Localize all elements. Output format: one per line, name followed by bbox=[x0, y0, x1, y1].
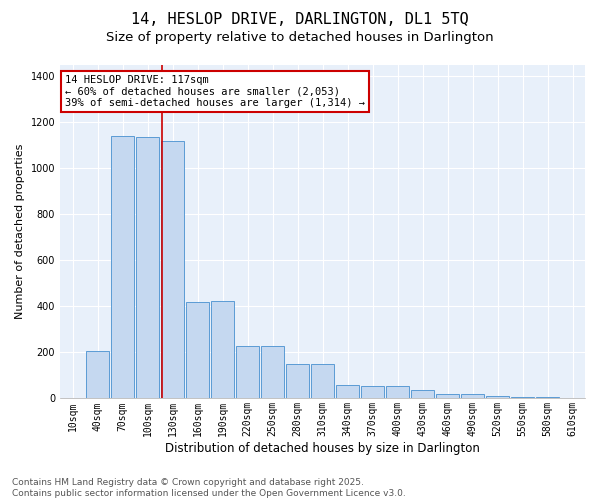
Bar bbox=[361, 386, 384, 398]
Bar bbox=[486, 396, 509, 398]
Bar bbox=[261, 346, 284, 399]
Bar bbox=[86, 352, 109, 399]
Bar bbox=[111, 136, 134, 398]
Bar bbox=[161, 141, 184, 399]
Text: 14 HESLOP DRIVE: 117sqm
← 60% of detached houses are smaller (2,053)
39% of semi: 14 HESLOP DRIVE: 117sqm ← 60% of detache… bbox=[65, 75, 365, 108]
Bar bbox=[236, 346, 259, 399]
Bar bbox=[386, 386, 409, 398]
Bar bbox=[461, 394, 484, 398]
Bar bbox=[186, 302, 209, 398]
Bar bbox=[411, 390, 434, 398]
Bar bbox=[436, 394, 459, 398]
X-axis label: Distribution of detached houses by size in Darlington: Distribution of detached houses by size … bbox=[165, 442, 480, 455]
Text: Contains HM Land Registry data © Crown copyright and database right 2025.
Contai: Contains HM Land Registry data © Crown c… bbox=[12, 478, 406, 498]
Bar bbox=[336, 384, 359, 398]
Bar bbox=[286, 364, 309, 398]
Bar bbox=[136, 138, 159, 398]
Text: 14, HESLOP DRIVE, DARLINGTON, DL1 5TQ: 14, HESLOP DRIVE, DARLINGTON, DL1 5TQ bbox=[131, 12, 469, 28]
Bar bbox=[311, 364, 334, 398]
Text: Size of property relative to detached houses in Darlington: Size of property relative to detached ho… bbox=[106, 31, 494, 44]
Bar bbox=[211, 300, 234, 398]
Y-axis label: Number of detached properties: Number of detached properties bbox=[15, 144, 25, 320]
